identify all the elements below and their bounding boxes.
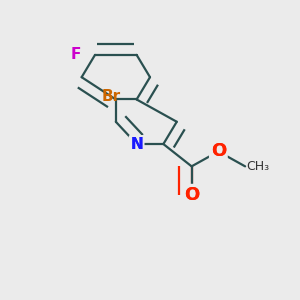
Text: N: N — [130, 136, 143, 152]
Text: O: O — [184, 186, 199, 204]
Text: O: O — [184, 186, 199, 204]
Text: N: N — [130, 136, 143, 152]
Text: O: O — [211, 142, 226, 160]
Text: Br: Br — [102, 89, 121, 104]
Text: CH₃: CH₃ — [247, 160, 270, 173]
Text: F: F — [70, 47, 81, 62]
Text: O: O — [211, 142, 226, 160]
